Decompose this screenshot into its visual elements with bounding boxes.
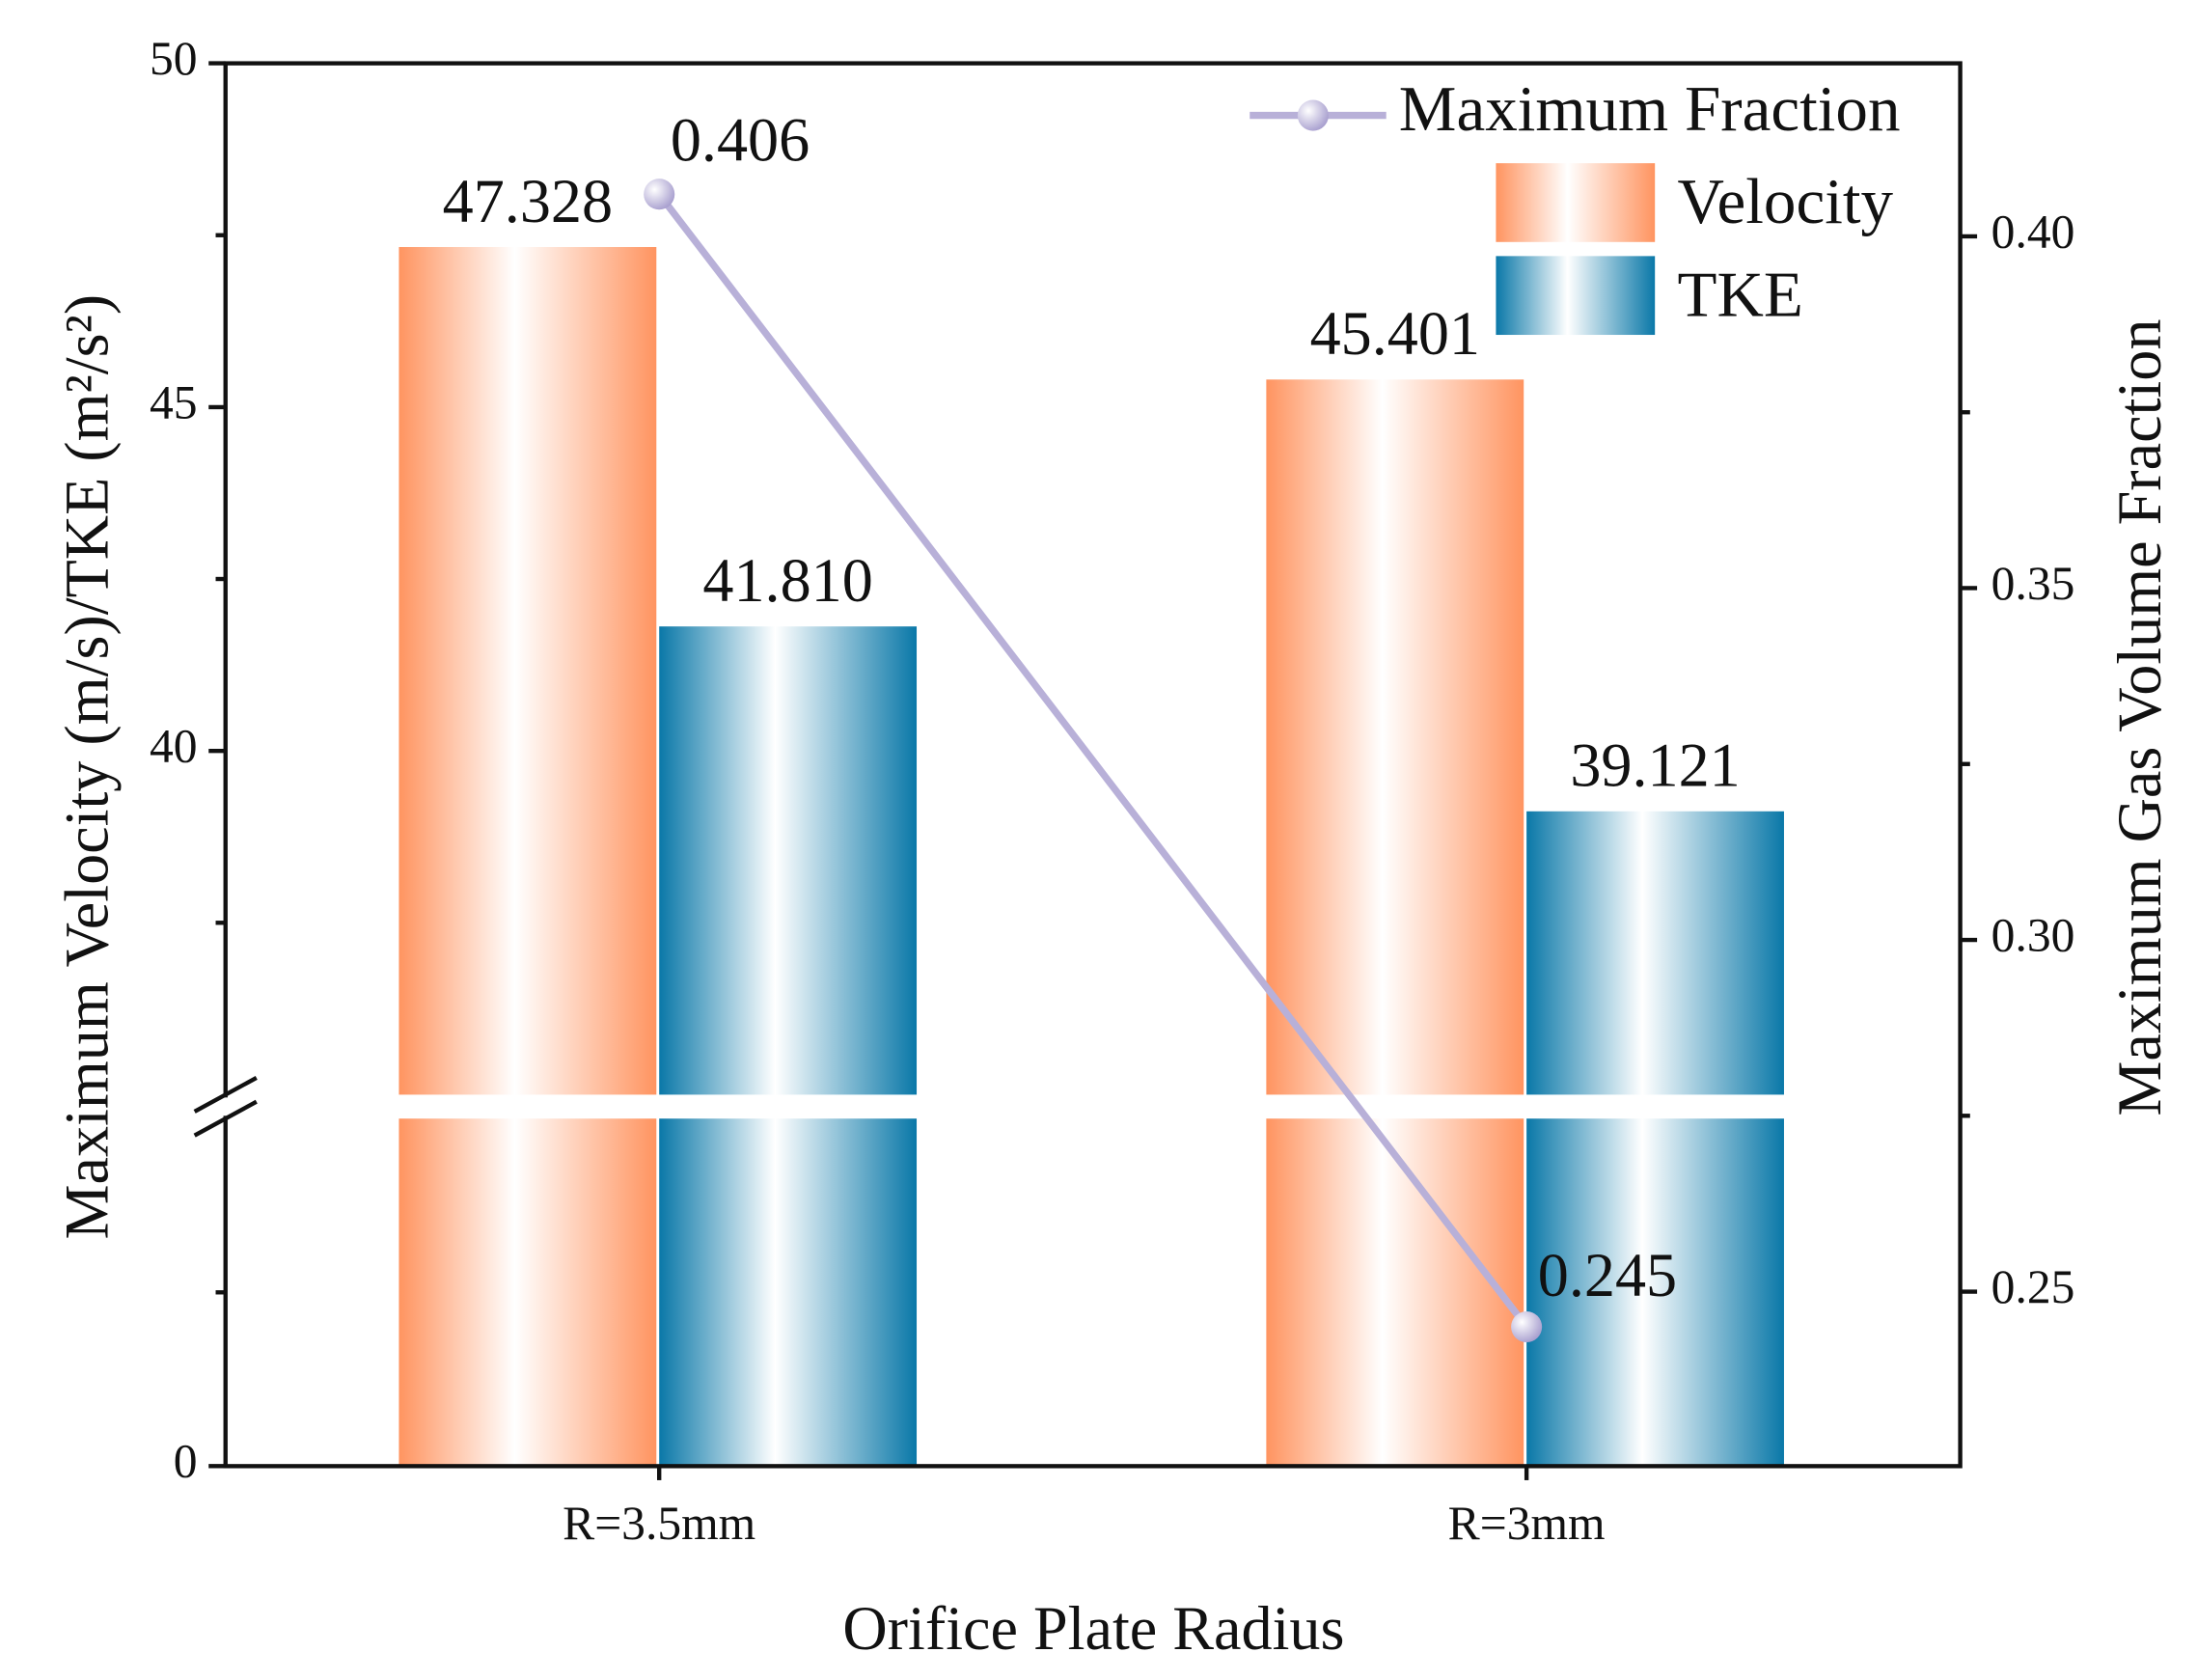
y2-tick-label: 0.40 [1991,205,2075,258]
axis-break-cover [219,1097,232,1116]
axis-break-gap [228,1094,1958,1119]
legend-label: TKE [1678,258,1803,330]
value-label: 41.810 [702,546,872,615]
bar [398,247,657,1467]
y-tick-label: 40 [150,720,198,773]
x-tick-label: R=3mm [1448,1497,1606,1550]
bar [1266,379,1524,1467]
bar [659,626,918,1467]
legend-marker [1297,99,1329,131]
line-marker [1511,1310,1543,1343]
legend-label: Velocity [1678,165,1894,237]
y-tick-label: 0 [174,1435,198,1488]
axis-break-mark [193,1099,258,1138]
y2-tick-label: 0.35 [1991,557,2075,610]
y-axis-label: Maximum Velocity (m/s)/TKE (m²/s²) [52,294,121,1240]
y2-axis-label: Maximum Gas Volume Fraction [2105,319,2174,1116]
axis-break-mark [193,1076,258,1114]
value-label: 39.121 [1570,731,1740,800]
y-tick-label: 45 [150,375,198,428]
x-tick-label: R=3.5mm [563,1497,755,1550]
legend-label: Maximum Fraction [1399,72,1901,145]
value-label: 47.328 [443,167,613,235]
bar [1526,811,1784,1467]
y2-tick-label: 0.30 [1991,908,2075,961]
value-label: 0.406 [671,105,810,174]
line [656,192,1530,1330]
legend-swatch [1496,256,1656,336]
y-tick-label: 50 [150,32,198,85]
line-marker [644,179,675,210]
value-label: 45.401 [1310,299,1480,368]
value-label: 0.245 [1538,1241,1677,1309]
x-axis-label: Orifice Plate Radius [842,1594,1344,1663]
y2-tick-label: 0.25 [1991,1260,2075,1313]
legend-swatch [1496,163,1656,242]
